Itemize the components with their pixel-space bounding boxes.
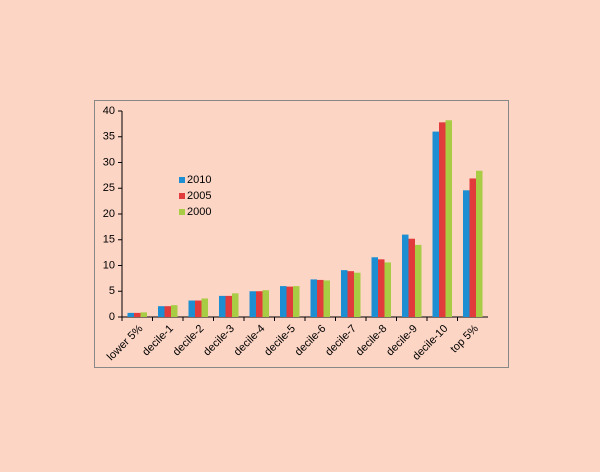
bar (225, 295, 232, 317)
bar (232, 293, 239, 317)
bar (280, 286, 287, 317)
bar (310, 279, 317, 317)
bar (127, 312, 134, 317)
bar (347, 271, 354, 317)
legend-label: 2010 (187, 174, 211, 186)
bar (140, 312, 147, 317)
bar (476, 170, 483, 317)
x-tick-label: decile-6 (293, 323, 329, 359)
y-tick-label: 20 (103, 208, 115, 220)
y-tick-label: 35 (103, 131, 115, 143)
x-tick-label: decile-4 (232, 323, 268, 359)
x-tick-label: decile-2 (171, 323, 207, 359)
chart-frame (94, 100, 509, 368)
y-tick-label: 30 (103, 156, 115, 168)
bar (408, 238, 415, 317)
bar (256, 291, 263, 317)
bar (293, 286, 300, 317)
bar (171, 305, 178, 317)
bar (384, 262, 391, 317)
x-tick-label: decile-5 (262, 323, 298, 359)
bar (432, 131, 439, 317)
y-tick-label: 40 (103, 105, 115, 117)
bar (445, 120, 452, 318)
y-tick-label: 5 (109, 285, 115, 297)
x-tick-label: top 5% (448, 323, 481, 356)
bar (164, 306, 171, 317)
bar (323, 280, 330, 317)
bar (341, 270, 348, 317)
legend-label: 2000 (187, 206, 211, 218)
y-tick-label: 25 (103, 182, 115, 194)
legend-swatch (179, 177, 185, 183)
x-tick-label: decile-8 (354, 323, 390, 359)
bar (219, 295, 226, 317)
bar (378, 259, 385, 317)
bar (402, 234, 409, 317)
bar (188, 300, 195, 317)
legend-swatch (179, 193, 185, 199)
bar (249, 291, 256, 317)
bar (286, 286, 293, 317)
bar (134, 312, 141, 317)
bar (201, 298, 208, 317)
bar (195, 300, 202, 317)
bar (415, 244, 422, 317)
bar (354, 272, 361, 317)
x-tick-label: decile-1 (140, 323, 176, 359)
y-tick-label: 0 (109, 311, 115, 323)
bar (371, 257, 378, 317)
x-tick-label: lower 5% (105, 323, 146, 364)
y-tick-label: 15 (103, 234, 115, 246)
bar (469, 178, 476, 317)
y-tick-label: 10 (103, 259, 115, 271)
legend-swatch (179, 209, 185, 215)
bar (158, 306, 165, 317)
x-tick-label: decile-7 (323, 323, 359, 359)
bar (317, 279, 324, 317)
bar (463, 190, 470, 317)
x-tick-label: decile-3 (201, 323, 237, 359)
bar (439, 122, 446, 317)
legend-label: 2005 (187, 190, 211, 202)
bar (262, 290, 269, 317)
